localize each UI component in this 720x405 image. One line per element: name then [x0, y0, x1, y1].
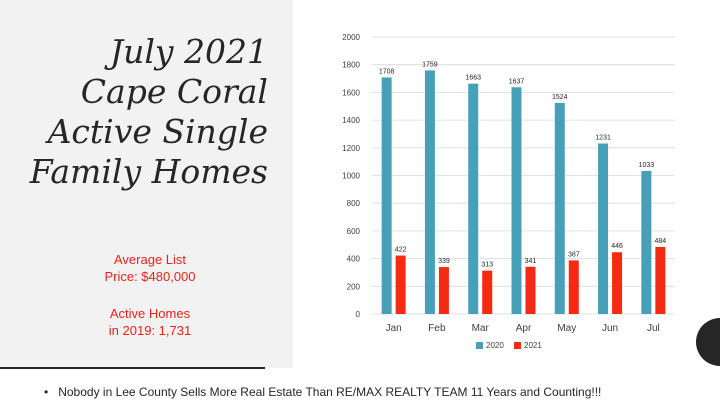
slide-title: July 2021 Cape Coral Active Single Famil… [29, 32, 268, 191]
bar-2021-mar [482, 270, 493, 314]
y-tick-label: 600 [347, 227, 361, 236]
y-tick-label: 1400 [342, 116, 360, 125]
data-label: 422 [395, 247, 407, 254]
active-homes-2019: Active Homes in 2019: 1,731 [108, 306, 192, 338]
legend-swatch-2021 [514, 342, 521, 349]
footer-note: • Nobody in Lee County Sells More Real Es… [44, 385, 601, 399]
title-panel [0, 0, 293, 368]
y-tick-label: 2000 [342, 33, 360, 42]
bar-2021-apr [525, 266, 536, 314]
y-tick-label: 0 [356, 310, 361, 319]
legend-swatch-2020 [476, 342, 483, 349]
y-tick-label: 1800 [342, 61, 360, 70]
data-label: 1637 [509, 78, 525, 85]
legend-label: 2020 [486, 341, 504, 350]
decorative-circle [696, 318, 720, 366]
bullet-icon: • [44, 385, 49, 399]
x-tick-label: May [557, 323, 576, 334]
x-tick-label: Feb [428, 323, 446, 334]
y-tick-label: 1000 [342, 172, 360, 181]
legend-label: 2021 [524, 341, 542, 350]
bar-2020-feb [424, 70, 435, 314]
bar-2021-jan [395, 255, 406, 314]
footer-text: Nobody in Lee County Sells More Real Est… [58, 385, 602, 399]
data-label: 1759 [422, 61, 438, 68]
y-tick-label: 1600 [342, 88, 360, 97]
data-label: 1524 [552, 94, 568, 101]
bar-2020-jan [381, 77, 392, 314]
bar-2021-jun [612, 252, 623, 314]
y-tick-label: 400 [347, 255, 361, 264]
x-tick-label: Jan [386, 323, 402, 334]
divider-line [0, 367, 265, 369]
x-tick-label: Jul [647, 323, 660, 334]
data-label: 1708 [379, 68, 395, 75]
active-homes-bar-chart: 0 200 400 600 800 1000 1200 1400 1600 1800 2000 170… [342, 33, 675, 350]
x-tick-label: Jun [602, 323, 618, 334]
x-tick-label: Apr [516, 323, 532, 334]
bar-2020-may [554, 102, 565, 315]
bar-2021-may [568, 260, 579, 314]
average-list-price: Average List Price: $480,000 [104, 252, 196, 284]
data-label: 341 [525, 258, 537, 265]
data-label: 313 [481, 262, 493, 269]
x-tick-label: Mar [472, 323, 490, 334]
bar-2020-jun [598, 143, 609, 314]
data-label: 387 [568, 251, 580, 258]
bar-2021-feb [438, 267, 449, 314]
bar-2021-jul [655, 246, 666, 314]
bar-2020-apr [511, 87, 522, 314]
y-tick-label: 200 [347, 282, 361, 291]
data-label: 484 [655, 238, 667, 245]
data-label: 446 [611, 243, 623, 250]
y-tick-label: 800 [347, 199, 361, 208]
data-label: 339 [438, 258, 450, 265]
bar-2020-jul [641, 170, 652, 314]
y-tick-label: 1200 [342, 144, 360, 153]
data-label: 1033 [639, 162, 655, 169]
data-label: 1231 [595, 135, 611, 142]
bar-2020-mar [468, 83, 479, 314]
data-label: 1663 [465, 75, 481, 82]
